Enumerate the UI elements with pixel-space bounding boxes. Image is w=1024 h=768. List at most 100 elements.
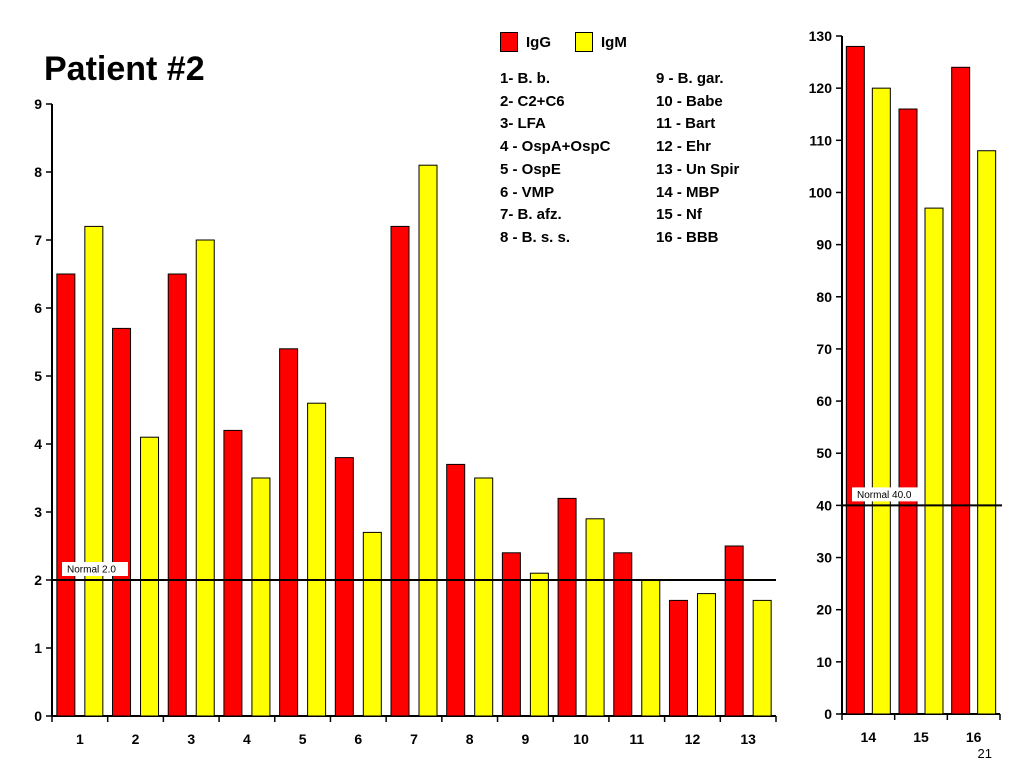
key-item: 2- C2+C6 — [500, 92, 565, 110]
bar-igg — [167, 273, 187, 717]
chart-legend: IgG IgM — [500, 32, 627, 52]
antigen-key-left: 1- B. b. 2- C2+C6 3- LFA 4 - OspA+OspC 5… — [500, 68, 610, 250]
bar-igm — [251, 477, 271, 717]
x-tick-label: 14 — [861, 729, 877, 745]
bar-igm — [977, 150, 997, 715]
bar-igm — [362, 531, 382, 717]
y-tick-label: 90 — [816, 237, 832, 253]
key-item: 15 - Nf — [656, 206, 702, 224]
slide-number: 21 — [977, 746, 992, 761]
key-item: 3- LFA — [500, 115, 546, 133]
y-tick-label: 6 — [34, 300, 42, 316]
key-item: 14 - MBP — [656, 183, 720, 201]
key-item: 9 - B. gar. — [656, 70, 724, 87]
y-tick-label: 0 — [34, 708, 42, 724]
y-tick-label: 30 — [816, 550, 832, 566]
bar-igm — [140, 436, 160, 717]
x-tick-label: 16 — [966, 729, 982, 745]
key-item: 7- B. afz. — [500, 206, 562, 224]
x-tick-label: 4 — [243, 731, 251, 747]
reference-label-bg — [62, 562, 128, 576]
x-tick-label: 8 — [466, 731, 474, 747]
reference-label: Normal 2.0 — [67, 565, 116, 576]
x-tick-label: 7 — [410, 731, 418, 747]
y-tick-label: 40 — [816, 497, 832, 513]
bar-igg — [223, 429, 243, 717]
x-tick-label: 13 — [740, 731, 756, 747]
y-tick-label: 20 — [816, 602, 832, 618]
y-tick-label: 80 — [816, 289, 832, 305]
page-title: Patient #2 — [44, 50, 205, 88]
bar-igg — [951, 66, 971, 715]
y-tick-label: 10 — [816, 654, 832, 670]
y-tick-label: 130 — [809, 28, 833, 44]
bar-igm — [529, 572, 549, 717]
bar-igg — [724, 545, 744, 717]
y-tick-label: 1 — [34, 640, 42, 656]
bar-igm — [195, 239, 215, 717]
bar-igm — [84, 225, 104, 717]
key-item: 1- B. b. — [500, 70, 551, 87]
y-tick-label: 8 — [34, 164, 42, 180]
x-tick-label: 12 — [685, 731, 701, 747]
key-item: 5 - OspE — [500, 160, 561, 178]
x-tick-label: 6 — [354, 731, 362, 747]
reference-label-bg — [852, 487, 922, 502]
bar-igm — [641, 579, 661, 717]
bar-igg — [112, 327, 132, 717]
legend-item-igg: IgG — [500, 32, 551, 52]
x-tick-label: 3 — [187, 731, 195, 747]
bar-igg — [279, 348, 299, 717]
x-tick-label: 2 — [132, 731, 140, 747]
bar-igm — [418, 164, 438, 717]
bar-igg — [845, 45, 865, 715]
bar-igm — [696, 593, 716, 717]
legend-item-igm: IgM — [575, 32, 627, 52]
x-tick-label: 11 — [629, 731, 644, 747]
bar-igg — [390, 225, 410, 717]
bar-igg — [501, 552, 521, 717]
bar-igg — [668, 599, 688, 717]
bar-igg — [898, 108, 918, 715]
y-tick-label: 4 — [34, 436, 42, 452]
y-tick-label: 7 — [34, 232, 42, 248]
bar-igm — [585, 518, 605, 717]
y-tick-label: 100 — [809, 184, 833, 200]
y-tick-label: 110 — [809, 132, 832, 148]
y-tick-label: 9 — [34, 96, 42, 112]
y-tick-label: 0 — [824, 706, 832, 722]
x-tick-label: 15 — [913, 729, 929, 745]
legend-label-igg: IgG — [526, 33, 551, 51]
legend-label-igm: IgM — [601, 33, 627, 51]
bar-igg — [557, 497, 577, 717]
key-item: 10 - Babe — [656, 92, 723, 110]
key-item: 12 - Ehr — [656, 138, 712, 156]
x-tick-label: 5 — [299, 731, 307, 747]
x-tick-label: 1 — [76, 731, 84, 747]
legend-swatch-igm — [575, 32, 593, 52]
antigen-key-right: 9 - B. gar. 10 - Babe 11 - Bart 12 - Ehr… — [656, 68, 739, 250]
y-tick-label: 60 — [816, 393, 832, 409]
bar-igg — [56, 273, 76, 717]
bar-igg — [613, 552, 633, 717]
y-tick-label: 70 — [816, 341, 832, 357]
reference-label: Normal 40.0 — [857, 490, 912, 501]
key-item: 16 - BBB — [656, 228, 719, 246]
key-item: 8 - B. s. s. — [500, 228, 571, 246]
y-tick-label: 120 — [809, 80, 833, 96]
x-tick-label: 10 — [573, 731, 589, 747]
bar-igg — [446, 463, 466, 717]
bar-igm — [307, 402, 327, 717]
bar-igm — [752, 599, 772, 717]
key-item: 4 - OspA+OspC — [500, 138, 611, 156]
bar-igm — [924, 207, 944, 715]
y-tick-label: 50 — [816, 445, 832, 461]
x-tick-label: 9 — [521, 731, 529, 747]
bar-igm — [474, 477, 494, 717]
key-item: 6 - VMP — [500, 183, 555, 201]
key-item: 13 - Un Spir — [656, 160, 740, 178]
y-tick-label: 2 — [34, 572, 42, 588]
key-item: 11 - Bart — [656, 115, 716, 133]
bar-igm — [871, 87, 891, 715]
